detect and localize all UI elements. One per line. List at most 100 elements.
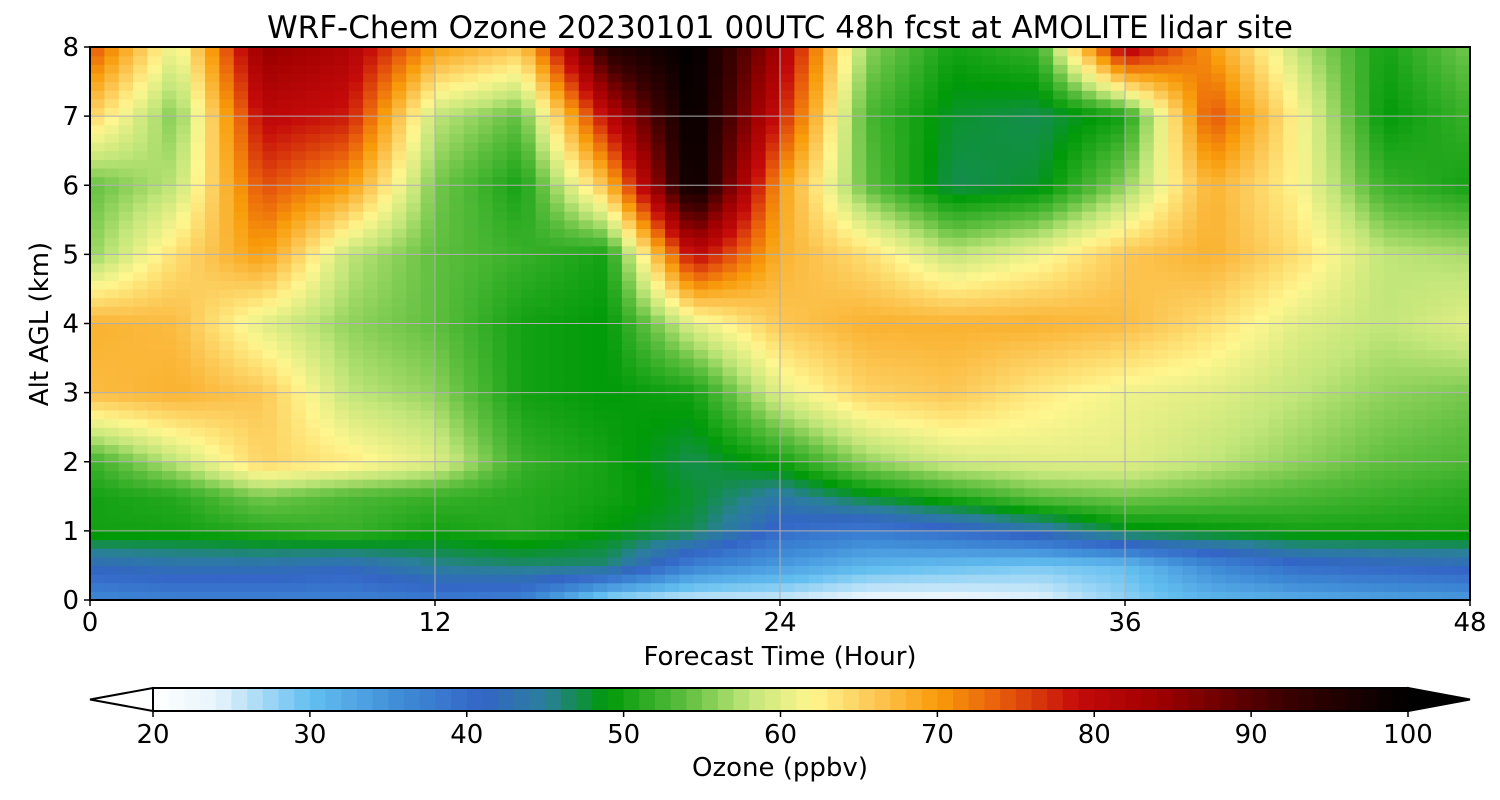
heatmap-cell <box>736 90 752 100</box>
heatmap-cell <box>133 193 149 204</box>
heatmap-cell <box>1038 496 1054 506</box>
heatmap-cell <box>1196 202 1212 212</box>
heatmap-cell <box>118 306 134 316</box>
heatmap-cell <box>118 470 134 480</box>
heatmap-cell <box>1125 167 1140 178</box>
heatmap-cell <box>823 366 839 376</box>
heatmap-cell <box>406 522 422 532</box>
heatmap-cell <box>90 167 105 178</box>
heatmap-cell <box>679 228 695 238</box>
heatmap-cell <box>1168 254 1184 264</box>
heatmap-cell <box>952 167 968 178</box>
heatmap-cell <box>463 72 479 83</box>
heatmap-cell <box>593 55 609 65</box>
heatmap-cell <box>90 142 105 152</box>
heatmap-cell <box>118 245 134 255</box>
heatmap-cell <box>751 90 767 100</box>
heatmap-cell <box>650 409 666 420</box>
heatmap-cell <box>780 487 795 497</box>
heatmap-cell <box>693 55 709 65</box>
heatmap-cell <box>1038 185 1054 195</box>
heatmap-cell <box>478 193 494 204</box>
heatmap-cell <box>880 193 896 204</box>
heatmap-cell <box>722 565 738 575</box>
heatmap-cell <box>708 271 724 281</box>
heatmap-cell <box>262 228 278 238</box>
heatmap-cell <box>320 504 335 515</box>
heatmap-cell <box>133 444 149 454</box>
heatmap-cell <box>320 548 335 558</box>
heatmap-cell <box>391 522 407 532</box>
heatmap-cell <box>406 366 422 376</box>
heatmap-cell <box>837 401 853 411</box>
heatmap-cell <box>420 228 436 238</box>
heatmap-cell <box>305 366 321 376</box>
heatmap-cell <box>736 383 752 394</box>
heatmap-cell <box>521 176 537 186</box>
heatmap-cell <box>1081 90 1097 100</box>
heatmap-cell <box>851 98 867 109</box>
heatmap-cell <box>1125 435 1140 446</box>
heatmap-cell <box>219 513 235 523</box>
heatmap-cell <box>607 427 623 437</box>
heatmap-cell <box>291 228 307 238</box>
heatmap-cell <box>736 323 752 333</box>
heatmap-cell <box>1067 176 1083 186</box>
heatmap-cell <box>607 55 623 65</box>
heatmap-cell <box>578 314 594 325</box>
heatmap-cell <box>320 487 335 497</box>
heatmap-cell <box>823 530 839 541</box>
heatmap-cell <box>708 280 724 290</box>
heatmap-cell <box>133 548 149 558</box>
heatmap-cell <box>823 383 839 394</box>
heatmap-cell <box>363 548 379 558</box>
heatmap-cell <box>650 237 666 247</box>
heatmap-cell <box>1053 565 1069 575</box>
heatmap-cell <box>176 392 192 402</box>
heatmap-cell <box>851 401 867 411</box>
heatmap-cell <box>1211 582 1227 592</box>
heatmap-cell <box>190 504 206 515</box>
heatmap-cell <box>1053 487 1069 497</box>
heatmap-cell <box>190 574 206 584</box>
heatmap-cell <box>463 479 479 489</box>
heatmap-cell <box>233 55 249 65</box>
heatmap-cell <box>938 470 954 480</box>
heatmap-cell <box>147 314 163 325</box>
heatmap-cell <box>305 358 321 368</box>
heatmap-cell <box>320 64 335 74</box>
heatmap-cell <box>995 392 1011 402</box>
heatmap-cell <box>1125 107 1140 117</box>
heatmap-cell <box>506 116 522 126</box>
heatmap-cell <box>837 55 853 65</box>
heatmap-cell <box>665 306 680 316</box>
heatmap-cell <box>837 435 853 446</box>
heatmap-cell <box>406 349 422 359</box>
heatmap-cell <box>1053 306 1069 316</box>
heatmap-cell <box>679 81 695 91</box>
heatmap-cell <box>952 116 968 126</box>
heatmap-cell <box>650 574 666 584</box>
heatmap-cell <box>593 245 609 255</box>
heatmap-cell <box>952 193 968 204</box>
heatmap-cell <box>880 263 896 273</box>
heatmap-cell <box>679 427 695 437</box>
heatmap-cell <box>492 211 508 221</box>
heatmap-cell <box>722 159 738 169</box>
heatmap-cell <box>607 288 623 299</box>
heatmap-cell <box>665 435 680 446</box>
heatmap-cell <box>1139 409 1155 420</box>
heatmap-cell <box>506 332 522 342</box>
heatmap-cell <box>262 306 278 316</box>
heatmap-cell <box>1010 167 1025 178</box>
heatmap-cell <box>808 142 824 152</box>
heatmap-cell <box>478 591 494 601</box>
heatmap-cell <box>276 349 292 359</box>
heatmap-cell <box>938 591 954 601</box>
heatmap-cell <box>205 461 220 471</box>
heatmap-cell <box>90 409 105 420</box>
heatmap-cell <box>837 332 853 342</box>
heatmap-cell <box>1053 288 1069 299</box>
heatmap-cell <box>521 323 537 333</box>
heatmap-cell <box>938 211 954 221</box>
